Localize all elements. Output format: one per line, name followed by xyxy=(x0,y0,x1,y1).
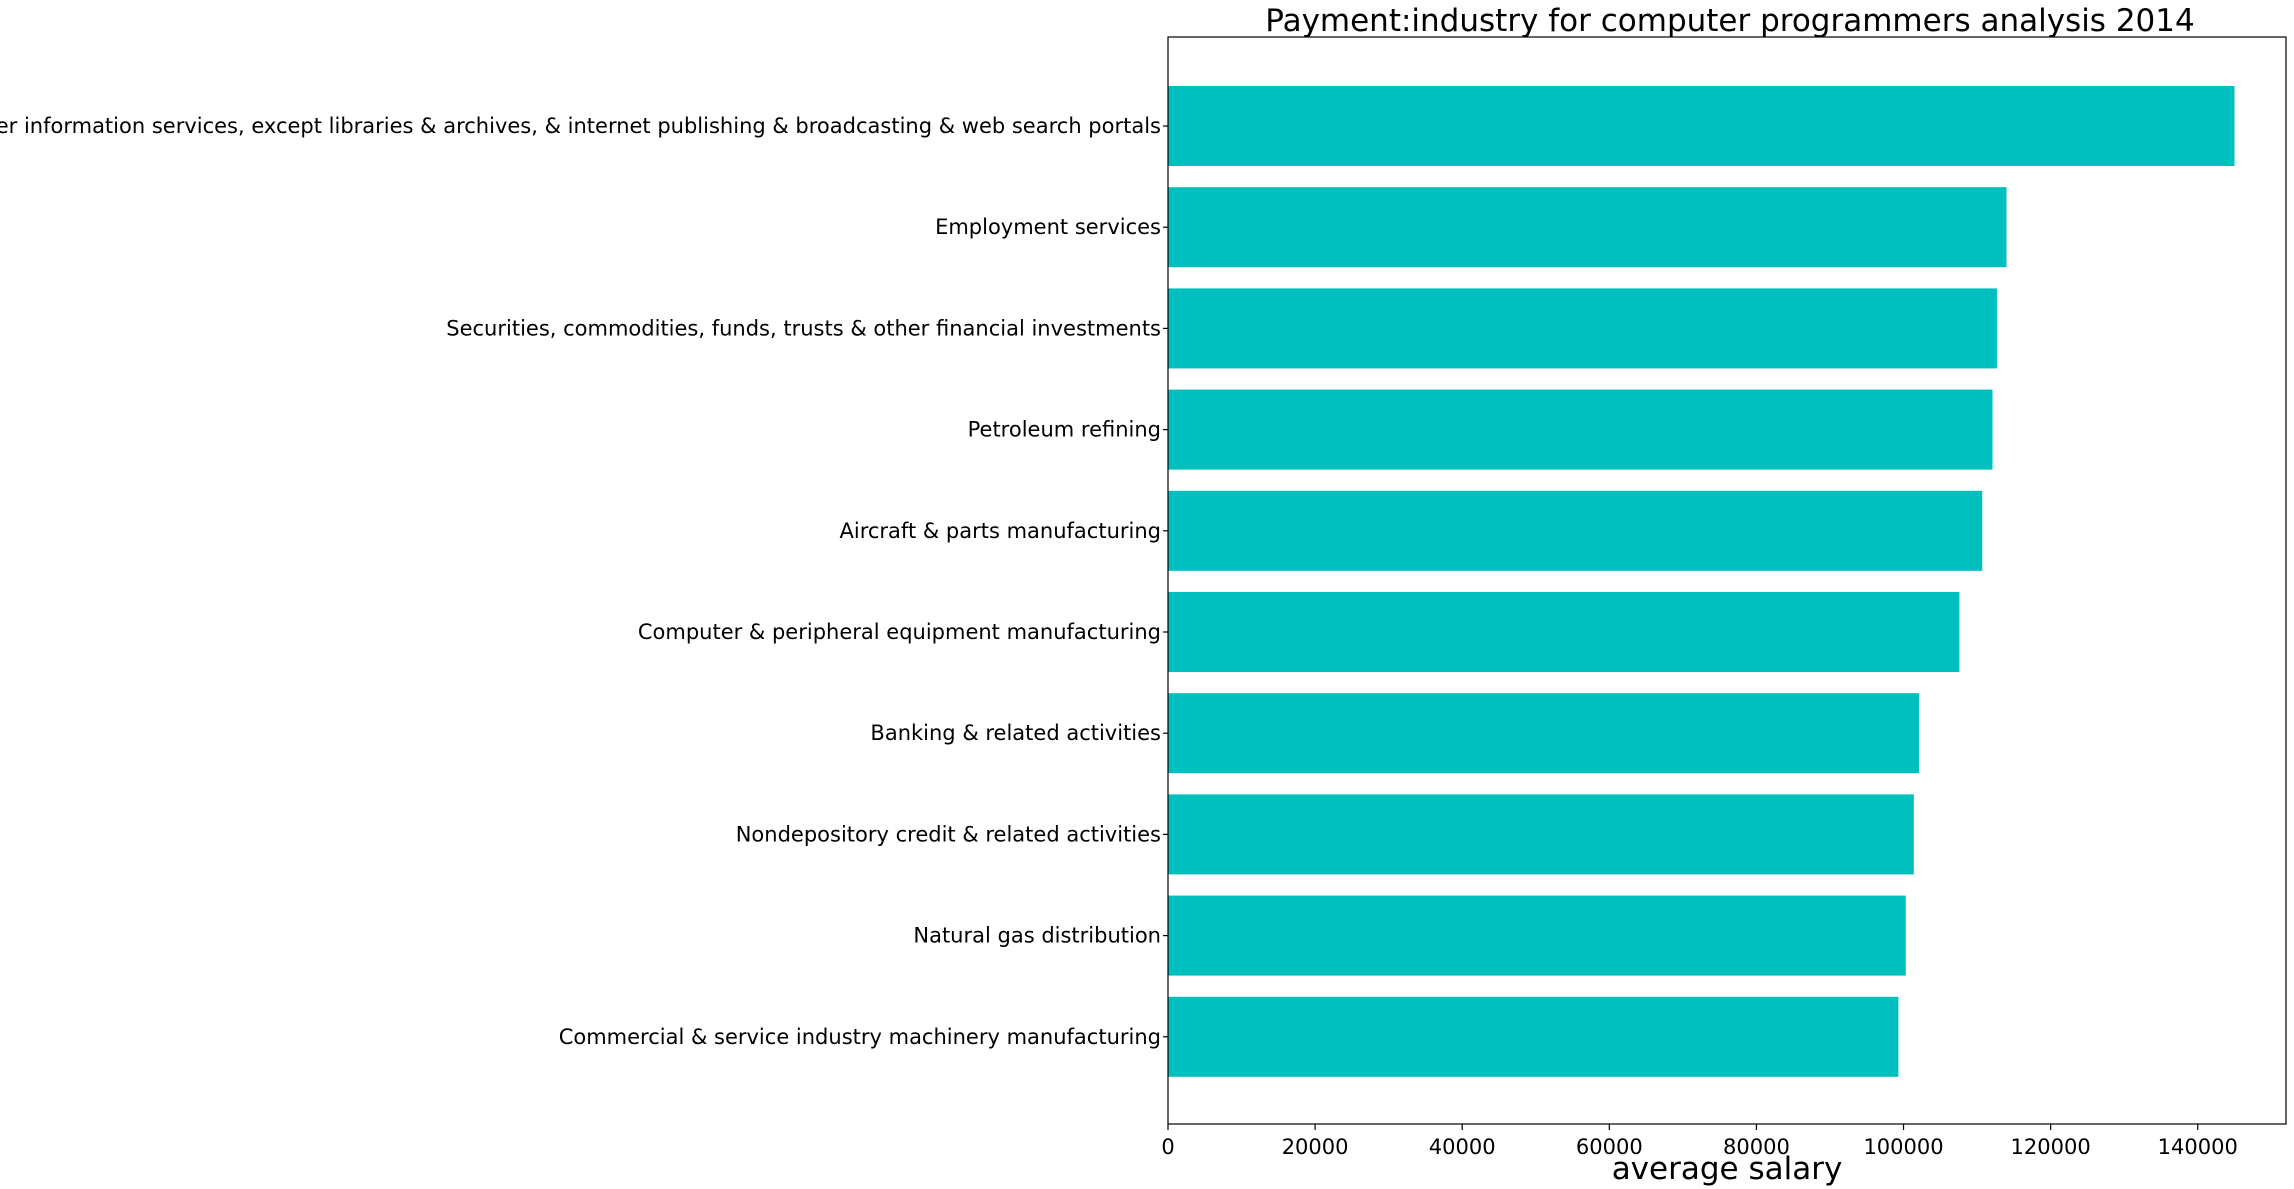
bar xyxy=(1168,895,1906,976)
x-tick-label: 0 xyxy=(1161,1135,1174,1159)
x-axis-ticks: 0 20000 40000 60000 80000 100000 120000 140000 xyxy=(1161,1124,2238,1159)
y-tick-label: Commercial & service industry machinery … xyxy=(559,1025,1161,1049)
y-tick-label: Other information services, except libra… xyxy=(0,114,1161,138)
bar xyxy=(1168,996,1899,1077)
x-tick-label: 100000 xyxy=(1863,1135,1943,1159)
bar xyxy=(1168,490,1983,571)
bar xyxy=(1168,693,1919,774)
bar xyxy=(1168,288,1997,369)
y-tick-label: Employment services xyxy=(935,215,1161,239)
y-tick-label: Nondepository credit & related activitie… xyxy=(736,822,1161,846)
x-tick-label: 80000 xyxy=(1723,1135,1790,1159)
y-tick-label: Petroleum refining xyxy=(968,418,1161,442)
y-tick-label: Securities, commodities, funds, trusts &… xyxy=(446,316,1161,340)
bar xyxy=(1168,794,1914,875)
bar xyxy=(1168,389,1993,470)
x-tick-label: 140000 xyxy=(2158,1135,2238,1159)
x-tick-label: 120000 xyxy=(2011,1135,2091,1159)
plot-frame xyxy=(1167,36,2287,1125)
y-tick-label: Banking & related activities xyxy=(870,721,1161,745)
bars-layer xyxy=(1168,86,2235,1077)
chart-title: Payment:industry for computer programmer… xyxy=(1265,3,2194,39)
x-tick-label: 20000 xyxy=(1282,1135,1349,1159)
bar xyxy=(1168,86,2235,166)
x-tick-label: 40000 xyxy=(1429,1135,1496,1159)
x-axis-label: average salary xyxy=(1612,1151,1843,1187)
bar xyxy=(1168,187,2007,268)
y-tick-label: Natural gas distribution xyxy=(913,924,1161,948)
y-tick-label: Computer & peripheral equipment manufact… xyxy=(638,620,1161,644)
x-tick-label: 60000 xyxy=(1576,1135,1643,1159)
y-tick-label: Aircraft & parts manufacturing xyxy=(840,519,1162,543)
bar xyxy=(1168,592,1960,672)
y-axis-ticks: Other information services, except libra… xyxy=(0,114,1168,1049)
